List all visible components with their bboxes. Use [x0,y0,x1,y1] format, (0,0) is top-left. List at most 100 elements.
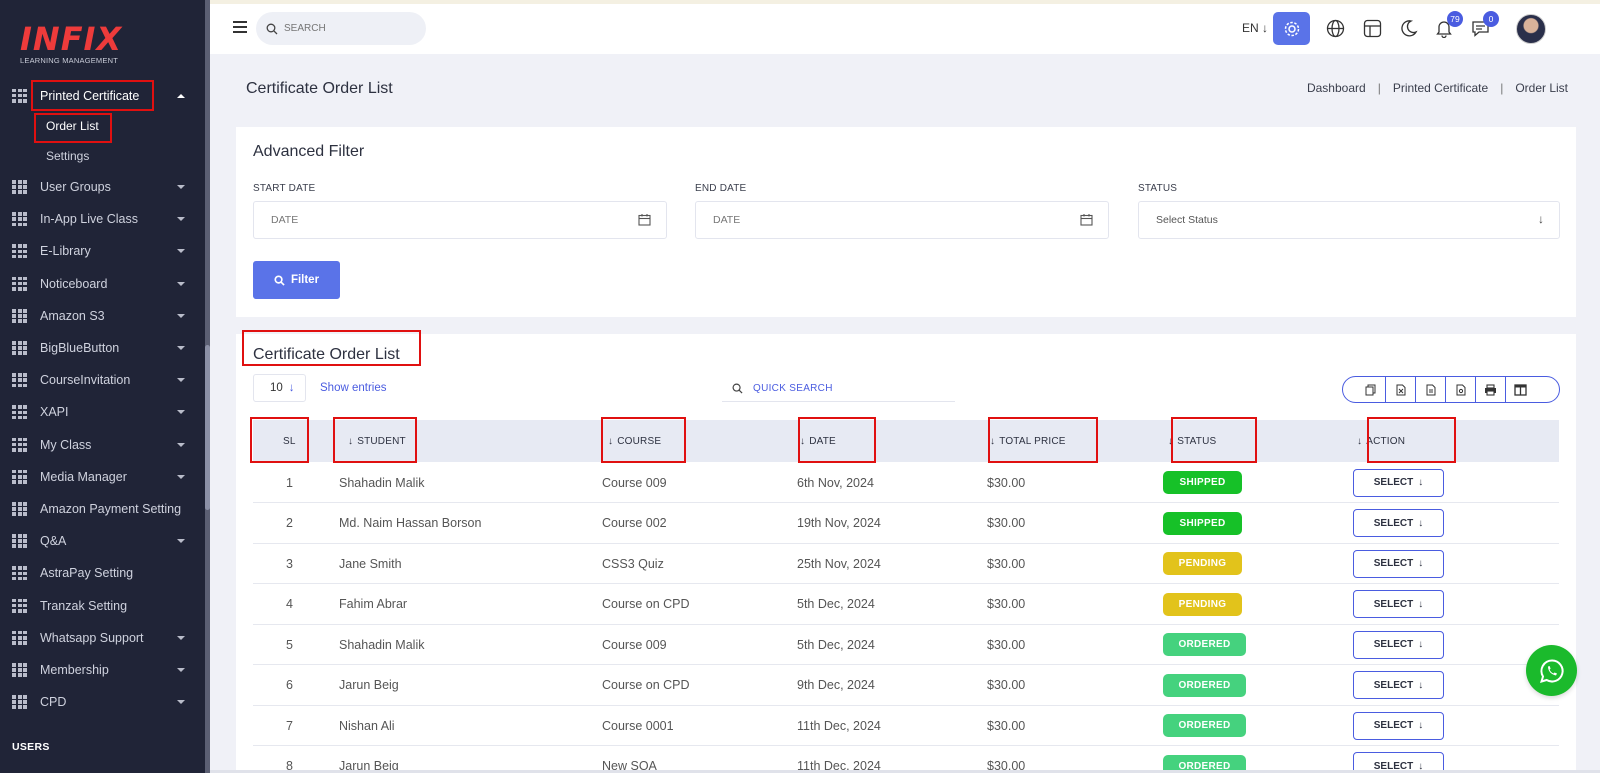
search-input[interactable] [284,23,404,34]
select-button-label: SELECT [1373,517,1414,529]
whatsapp-support-button[interactable] [1526,645,1577,696]
column-header-label: DATE [809,435,836,447]
select-action-button[interactable]: SELECT ↓ [1353,711,1444,740]
table-row: 8 Jarun Beig New SOA 11th Dec, 2024 $30.00 OR… [253,746,1559,773]
sidebar-item-printed-certificate[interactable]: Printed Certificate [0,80,205,111]
copy-button[interactable] [1355,377,1385,402]
messages-button[interactable]: 0 [1469,11,1499,39]
chevron-down-icon [177,667,185,672]
chevron-down-icon [177,345,185,350]
select-action-button[interactable]: SELECT ↓ [1353,509,1444,537]
filter-button[interactable]: Filter [253,261,340,299]
cell-action: SELECT ↓ [1353,624,1444,665]
print-button[interactable] [1475,377,1505,402]
status-badge: SHIPPED [1163,471,1242,494]
cell-date: 11th Dec, 2024 [797,718,881,733]
excel-button[interactable] [1385,377,1415,402]
column-header-sl[interactable]: SL [283,420,296,462]
status-select[interactable]: Select Status ↓ [1138,201,1560,239]
grid-icon [12,437,27,452]
cell-total-price: $30.00 [987,759,1026,773]
select-button-label: SELECT [1373,760,1414,772]
status-label: STATUS [1138,183,1178,194]
sidebar-item-amazon-s3[interactable]: Amazon S3 [0,300,205,332]
column-header-action[interactable]: ↓ ACTION [1357,420,1405,462]
column-header-date[interactable]: ↓ DATE [800,420,836,462]
sidebar-item-label: CourseInvitation [40,373,131,388]
sidebar-item-amazon-payment-setting[interactable]: Amazon Payment Setting [0,493,205,525]
select-action-button[interactable]: SELECT ↓ [1353,468,1444,497]
sidebar-item-user-groups[interactable]: User Groups [0,171,205,203]
sidebar-item-label: CPD [40,695,67,710]
messages-badge: 0 [1483,11,1499,27]
language-selector[interactable]: EN ↓ [1242,21,1268,35]
csv-button[interactable] [1415,377,1445,402]
cell-sl: 7 [286,718,293,733]
column-header-student[interactable]: ↓ STUDENT [348,420,406,462]
grid-icon [12,308,27,323]
sidebar-item-bigbluebutton[interactable]: BigBlueButton [0,332,205,364]
moon-icon[interactable] [1397,17,1419,39]
select-action-button[interactable]: SELECT ↓ [1353,590,1444,618]
sidebar-scrollbar-thumb[interactable] [205,345,210,510]
sidebar-item-noticeboard[interactable]: Noticeboard [0,268,205,300]
menu-icon[interactable] [233,21,247,33]
search-box[interactable] [256,12,426,45]
quick-search-input[interactable]: QUICK SEARCH [722,376,955,402]
notifications-button[interactable]: 79 [1433,11,1463,39]
table-row: 6 Jarun Beig Course on CPD 9th Dec, 2024 $30… [253,665,1559,706]
advanced-filter-card: Advanced Filter START DATE DATE END DATE… [236,127,1576,317]
avatar[interactable] [1516,14,1546,44]
logo[interactable]: INFIX LEARNING MANAGEMENT [20,22,130,65]
sidebar-item-tranzak-setting[interactable]: Tranzak Setting [0,589,205,621]
status-badge: ORDERED [1163,673,1246,697]
pdf-button[interactable] [1445,377,1475,402]
cell-status: PENDING [1163,543,1242,584]
sidebar-item-cpd[interactable]: CPD [0,686,205,718]
grid-icon [12,662,27,677]
sidebar-subitem-settings[interactable]: Settings [46,149,90,163]
cell-status: PENDING [1163,584,1242,625]
sidebar-item-media-manager[interactable]: Media Manager [0,461,205,493]
column-header-course[interactable]: ↓ COURSE [608,420,661,462]
admin-settings-button[interactable] [1273,12,1310,45]
grid-icon [12,276,27,291]
quick-search-placeholder: QUICK SEARCH [753,383,833,394]
select-action-button[interactable]: SELECT ↓ [1353,752,1444,773]
breadcrumb-order-list[interactable]: Order List [1515,81,1568,95]
cell-student: Md. Naim Hassan Borson [339,516,482,530]
sidebar-item-whatsapp-support[interactable]: Whatsapp Support [0,622,205,654]
chevron-down-icon [177,249,185,254]
column-header-status[interactable]: ↓ STATUS [1168,420,1216,462]
column-header-total-price[interactable]: ↓ TOTAL PRICE [990,420,1066,462]
select-action-button[interactable]: SELECT ↓ [1353,549,1444,578]
end-date-field[interactable]: DATE [695,201,1109,239]
sidebar-subitem-order-list[interactable]: Order List [46,119,99,133]
layout-icon[interactable] [1361,17,1383,39]
globe-icon[interactable] [1324,17,1346,39]
page-size-select[interactable]: 10 ↓ [253,374,306,402]
sidebar-item-q-a[interactable]: Q&A [0,525,205,557]
sort-arrow-icon: ↓ [348,435,354,447]
columns-button[interactable] [1505,377,1535,402]
sidebar-item-label: XAPI [40,405,69,420]
sidebar-item-xapi[interactable]: XAPI [0,396,205,428]
sidebar-item-in-app-live-class[interactable]: In-App Live Class [0,203,205,235]
chevron-down-icon [177,185,185,189]
start-date-field[interactable]: DATE [253,201,667,239]
select-action-button[interactable]: SELECT ↓ [1353,630,1444,659]
sort-arrow-icon: ↓ [800,435,806,447]
sidebar-item-membership[interactable]: Membership [0,654,205,686]
arrow-down-icon: ↓ [1418,598,1424,610]
sidebar-item-courseinvitation[interactable]: CourseInvitation [0,364,205,396]
sidebar: INFIX LEARNING MANAGEMENT Printed Certif… [0,0,210,773]
select-action-button[interactable]: SELECT ↓ [1353,671,1444,699]
calendar-icon [638,214,651,226]
sidebar-item-e-library[interactable]: E-Library [0,235,205,267]
table-title: Certificate Order List [253,346,400,363]
sidebar-item-astrapay-setting[interactable]: AstraPay Setting [0,557,205,589]
breadcrumb-dashboard[interactable]: Dashboard [1306,81,1366,95]
breadcrumb-printed-certificate[interactable]: Printed Certificate [1392,81,1489,95]
sidebar-item-my-class[interactable]: My Class [0,429,205,461]
select-button-label: SELECT [1373,639,1414,650]
